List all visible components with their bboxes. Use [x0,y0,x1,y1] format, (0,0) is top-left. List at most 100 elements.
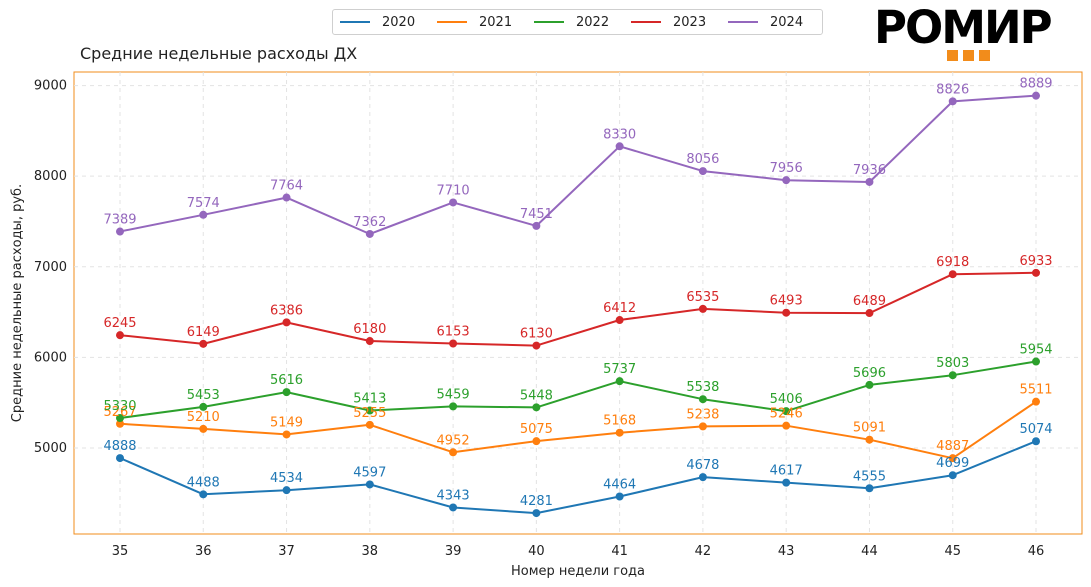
x-tick-label: 41 [611,544,628,559]
x-tick-label: 46 [1028,544,1045,559]
data-label-2020: 4555 [853,469,886,484]
data-point-2023 [698,304,707,313]
legend-swatch [340,21,370,23]
data-label-2020: 4617 [770,464,803,479]
data-point-2023 [948,270,957,279]
data-point-2020 [282,486,291,495]
data-label-2024: 8330 [603,127,636,142]
data-point-2021 [948,454,957,463]
y-axis-label: Средние недельные расходы, руб. [10,184,25,422]
data-label-2021: 5246 [770,407,803,422]
series-line-2020 [119,440,1037,515]
data-label-2023: 6535 [686,290,719,305]
data-point-2023 [865,309,874,318]
data-label-2021: 5238 [686,407,719,422]
data-label-2023: 6493 [770,294,803,309]
series-line-2022 [119,360,1037,419]
data-point-2020 [615,492,624,501]
legend-swatch [728,21,758,23]
data-point-2020 [199,490,208,499]
data-point-2020 [782,478,791,487]
data-point-2020 [1032,437,1040,446]
data-point-2024 [948,97,957,106]
data-label-2021: 5168 [603,414,636,429]
data-point-2024 [199,210,208,219]
data-label-2024: 7362 [353,215,386,230]
data-label-2023: 6933 [1019,254,1052,269]
legend-swatch [437,21,467,23]
data-label-2020: 4597 [353,465,386,480]
data-point-2024 [365,229,374,238]
data-point-2021 [365,420,374,429]
data-label-2024: 8826 [936,82,969,97]
data-label-2024: 7764 [270,179,303,194]
logo-square [979,50,990,61]
data-point-2022 [865,380,874,389]
x-tick-label: 36 [195,544,212,559]
data-label-2021: 5075 [520,422,553,437]
x-tick-label: 40 [528,544,545,559]
data-point-2020 [532,509,541,518]
legend-label: 2023 [673,14,707,30]
data-label-2023: 6245 [103,316,136,331]
data-point-2023 [782,308,791,317]
data-label-2022: 5413 [353,392,386,407]
data-point-2023 [282,318,291,327]
y-tick-label: 5000 [34,441,67,456]
data-point-2021 [532,437,541,446]
x-tick-label: 35 [112,544,129,559]
data-label-2021: 5210 [187,410,220,425]
legend-label: 2022 [576,14,610,30]
data-label-2023: 6130 [520,327,553,342]
x-axis-label: Номер недели года [511,564,645,579]
data-point-2021 [782,421,791,430]
data-label-2024: 7451 [520,207,553,222]
y-tick-label: 6000 [34,350,67,365]
data-point-2022 [615,377,624,386]
data-point-2020 [865,484,874,493]
data-point-2023 [615,316,624,325]
data-point-2024 [532,221,541,230]
data-point-2021 [282,430,291,439]
data-label-2020: 5074 [1019,422,1052,437]
series-line-2024 [119,94,1037,235]
data-point-2021 [865,435,874,444]
data-point-2021 [116,419,124,428]
data-label-2024: 7574 [187,196,220,211]
data-label-2022: 5459 [437,387,470,402]
data-point-2022 [116,414,124,423]
axes: 5000 6000 7000 8000 9000 35 36 37 38 39 40 41 42 43 44… [34,79,1044,559]
data-label-2022: 5616 [270,373,303,388]
data-label-2020: 4699 [936,456,969,471]
data-point-2024 [698,167,707,176]
data-label-2022: 5538 [686,380,719,395]
data-label-2024: 8889 [1019,77,1052,92]
data-label-2020: 4281 [520,494,553,509]
x-tick-label: 45 [944,544,961,559]
data-label-2020: 4678 [686,458,719,473]
data-point-2022 [282,388,291,397]
legend-item-2022: 2022 [531,15,628,30]
data-point-2022 [698,395,707,404]
data-label-2022: 5696 [853,366,886,381]
legend-item-2021: 2021 [434,15,531,30]
data-point-2022 [365,406,374,415]
data-point-2023 [116,331,124,340]
series-lines [116,91,1040,518]
data-point-2022 [532,403,541,412]
data-label-2020: 4488 [187,475,220,490]
legend-label: 2020 [382,14,416,30]
data-label-2021: 4887 [936,439,969,454]
x-tick-label: 37 [278,544,295,559]
logo-square [947,50,958,61]
data-point-2023 [449,339,458,348]
series-line-2021 [119,400,1037,460]
legend-item-2020: 2020 [337,15,434,30]
data-point-2024 [782,176,791,185]
legend-swatch [631,21,661,23]
data-label-2020: 4534 [270,471,303,486]
data-point-2024 [116,227,124,236]
data-point-2021 [449,448,458,457]
data-point-2021 [1032,397,1040,406]
data-label-2021: 4952 [437,433,470,448]
